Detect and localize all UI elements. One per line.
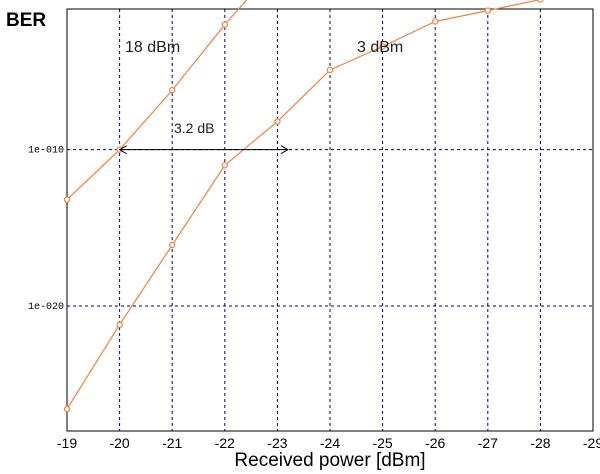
x-tick-label: -22	[215, 435, 235, 451]
data-point	[221, 21, 228, 28]
annotations	[118, 145, 289, 155]
data-point	[63, 405, 71, 413]
x-ticks: -19 -20 -21 -22 -23 -24 -25 -26 -27 -28 -29	[57, 435, 600, 451]
x-tick-label: -19	[57, 435, 77, 451]
series-label-3dbm: 3 dBm	[357, 39, 403, 56]
data-point	[537, 0, 544, 3]
data-point	[116, 321, 123, 328]
plot-frame	[66, 8, 594, 432]
data-point	[432, 18, 439, 25]
y-axis-label: BER	[6, 10, 46, 31]
delta-arrow-head-right	[280, 145, 289, 155]
series-group	[63, 0, 544, 413]
series-line-1	[66, 0, 248, 201]
grid-lines	[67, 9, 593, 431]
delta-arrow-head-left	[118, 145, 127, 155]
x-tick-label: -28	[530, 435, 550, 451]
x-tick-label: -27	[478, 435, 498, 451]
y-tick-label: 1e-020	[28, 302, 64, 313]
x-tick-label: -25	[372, 435, 392, 451]
data-point	[168, 87, 176, 94]
x-tick-label: -20	[109, 435, 129, 451]
series-label-18dbm: 18 dBm	[125, 39, 180, 56]
data-point	[168, 241, 176, 249]
data-point	[326, 66, 334, 74]
data-point	[484, 7, 491, 14]
data-point	[274, 118, 281, 125]
x-axis-label: Received power [dBm]	[234, 450, 425, 471]
x-tick-label: -21	[162, 435, 182, 451]
x-tick-label: -23	[267, 435, 287, 451]
x-tick-label: -29	[583, 435, 600, 451]
data-point	[63, 196, 71, 203]
x-tick-label: -26	[425, 435, 445, 451]
data-point	[221, 162, 228, 169]
x-tick-label: -24	[320, 435, 340, 451]
data-point	[379, 43, 386, 50]
y-ticks: 1e-010 1e-020	[28, 146, 64, 313]
y-tick-label: 1e-010	[28, 146, 64, 157]
delta-label: 3.2 dB	[174, 120, 214, 136]
